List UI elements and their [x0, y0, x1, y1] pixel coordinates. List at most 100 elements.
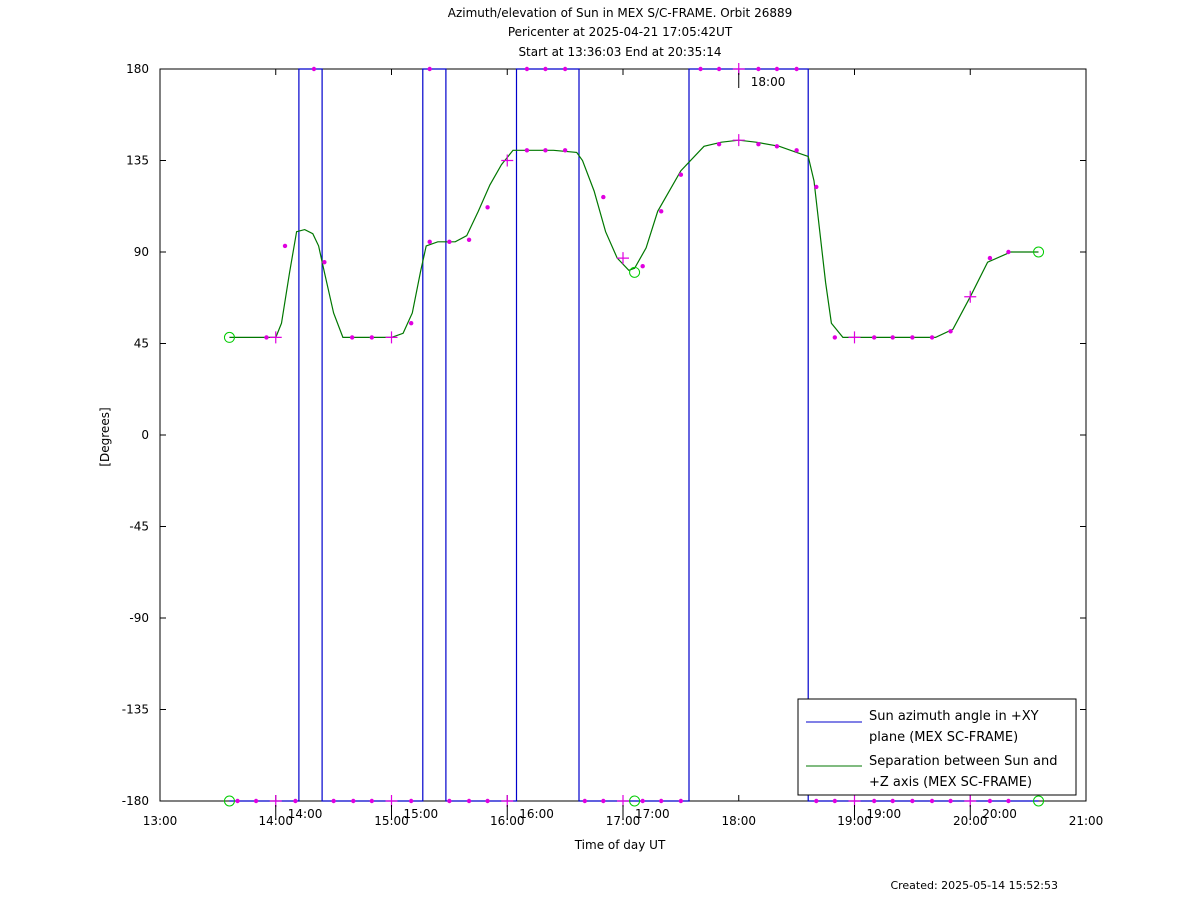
y-tick-label: 135 — [126, 154, 149, 168]
y-tick-label: 0 — [141, 428, 149, 442]
y-tick-label: -90 — [129, 611, 149, 625]
ten-minute-dot-marker — [562, 148, 568, 153]
title-line-3: Start at 13:36:03 End at 20:35:14 — [518, 45, 721, 59]
ten-minute-dot-marker — [1006, 249, 1011, 255]
ten-minute-dot-marker — [987, 798, 993, 804]
ten-minute-dot-marker — [658, 209, 664, 214]
legend-label-azimuth-line-1: Sun azimuth angle in +XY — [869, 709, 1039, 724]
title-line-1: Azimuth/elevation of Sun in MEX S/C-FRAM… — [448, 6, 793, 20]
ten-minute-dot-marker — [658, 798, 664, 804]
endpoint-circle-marker — [223, 795, 235, 807]
ten-minute-dot-marker — [369, 798, 375, 804]
ten-minute-dot-marker — [543, 66, 548, 72]
ten-minute-dot-marker — [832, 335, 838, 340]
hour-cross-marker — [385, 331, 398, 344]
ten-minute-dot-marker — [814, 798, 819, 804]
time-annotations: 14:00 15:00 16:00 17:00 18:00 19:00 20:00 — [275, 73, 1017, 821]
time-annotation-label: 16:00 — [519, 807, 554, 821]
ten-minute-dot-marker — [293, 798, 298, 804]
legend: Sun azimuth angle in +XY plane (MEX SC-F… — [797, 698, 1077, 796]
ten-minute-dot-marker — [910, 335, 915, 340]
ten-minute-dot-marker — [948, 329, 953, 334]
y-tick-label: -135 — [122, 703, 149, 717]
endpoint-circle-marker — [629, 795, 641, 807]
legend-label-separation-line-2: +Z axis (MEX SC-FRAME) — [869, 775, 1032, 790]
ten-minute-dot-marker — [331, 798, 336, 804]
ten-minute-dot-marker — [678, 798, 684, 804]
ten-minute-dot-marker — [427, 239, 432, 245]
ten-minute-dot-marker — [466, 237, 472, 242]
ten-minute-dot-marker — [929, 798, 935, 804]
y-tick-label: 180 — [126, 62, 149, 76]
ten-minute-dot-marker — [871, 798, 877, 804]
series-layer — [229, 68, 1039, 802]
y-axis-label: [Degrees] — [98, 407, 112, 466]
hour-cross-marker — [617, 252, 629, 265]
ten-minute-dot-marker — [774, 66, 780, 72]
ten-minute-dot-marker — [794, 148, 799, 153]
y-tick-label: 45 — [134, 337, 149, 351]
series-azimuth-line — [229, 68, 1039, 802]
ten-minute-dot-marker — [582, 798, 588, 804]
time-annotation-label: 17:00 — [635, 807, 670, 821]
ten-minute-dot-marker — [408, 320, 414, 326]
ten-minute-dot-marker — [485, 798, 490, 804]
ten-minute-dot-marker — [369, 335, 375, 340]
x-tick-label: 15:00 — [374, 814, 409, 828]
legend-box — [797, 698, 1077, 796]
ten-minute-dot-marker — [716, 142, 722, 147]
y-tick-label: -180 — [122, 794, 149, 808]
time-annotation-label: 14:00 — [288, 807, 323, 821]
ten-minute-dot-marker — [948, 798, 953, 804]
x-tick-label: 16:00 — [490, 814, 525, 828]
y-tick-label: 90 — [134, 245, 149, 259]
ten-minute-dot-marker — [987, 255, 993, 261]
ten-minute-dot-marker — [311, 66, 317, 72]
ten-minute-dot-marker — [678, 172, 684, 177]
ten-minute-dot-marker — [601, 194, 606, 200]
time-annotation-label: 15:00 — [404, 807, 439, 821]
ten-minute-dot-marker — [351, 798, 356, 804]
ten-minute-dot-marker — [447, 239, 452, 245]
ten-minute-dot-marker — [890, 798, 895, 804]
ten-minute-dot-marker — [756, 142, 761, 147]
ten-minute-dot-marker — [524, 148, 530, 153]
ten-minute-dot-marker — [282, 243, 288, 249]
ten-minute-dot-marker — [640, 264, 645, 269]
ten-minute-dot-marker — [485, 205, 490, 210]
legend-label-separation-line-1: Separation between Sun and — [869, 754, 1057, 769]
ten-minute-dot-marker — [640, 798, 645, 804]
x-tick-label: 20:00 — [953, 814, 988, 828]
ten-minute-dot-marker — [814, 184, 819, 190]
ten-minute-dot-marker — [794, 66, 799, 72]
ten-minute-dot-marker — [408, 798, 414, 804]
x-axis-ticks: 13:00 14:00 15:00 16:00 17:00 18:00 19:00 20:00… — [143, 69, 1104, 828]
x-tick-label: 18:00 — [721, 814, 756, 828]
time-annotation-label: 19:00 — [867, 807, 902, 821]
ten-minute-dot-marker — [466, 798, 472, 804]
hour-cross-marker — [848, 331, 861, 344]
time-annotation-label: 20:00 — [982, 807, 1017, 821]
ten-minute-dot-marker — [756, 66, 761, 72]
x-tick-label: 17:00 — [606, 814, 641, 828]
ten-minute-dot-marker — [910, 798, 915, 804]
x-axis-label: Time of day UT — [574, 838, 666, 852]
hour-cross-marker — [501, 154, 514, 167]
x-tick-label: 13:00 — [143, 814, 178, 828]
title-line-2: Pericenter at 2025-04-21 17:05:42UT — [508, 25, 733, 39]
ten-minute-dot-marker — [427, 66, 432, 72]
ten-minute-dot-marker — [1006, 798, 1011, 804]
x-tick-label: 19:00 — [837, 814, 872, 828]
legend-label-azimuth-line-2: plane (MEX SC-FRAME) — [869, 730, 1018, 745]
ten-minute-dot-marker — [322, 259, 327, 265]
hour-cross-marker — [732, 134, 745, 147]
ten-minute-dot-marker — [253, 798, 259, 804]
ten-minute-dot-marker — [774, 144, 780, 149]
ten-minute-dot-marker — [562, 66, 568, 72]
ten-minute-dot-marker — [871, 335, 877, 340]
created-timestamp: Created: 2025-05-14 15:52:53 — [890, 879, 1058, 892]
x-tick-label: 21:00 — [1069, 814, 1104, 828]
ten-minute-dot-marker — [832, 798, 838, 804]
hour-cross-marker — [964, 290, 977, 303]
